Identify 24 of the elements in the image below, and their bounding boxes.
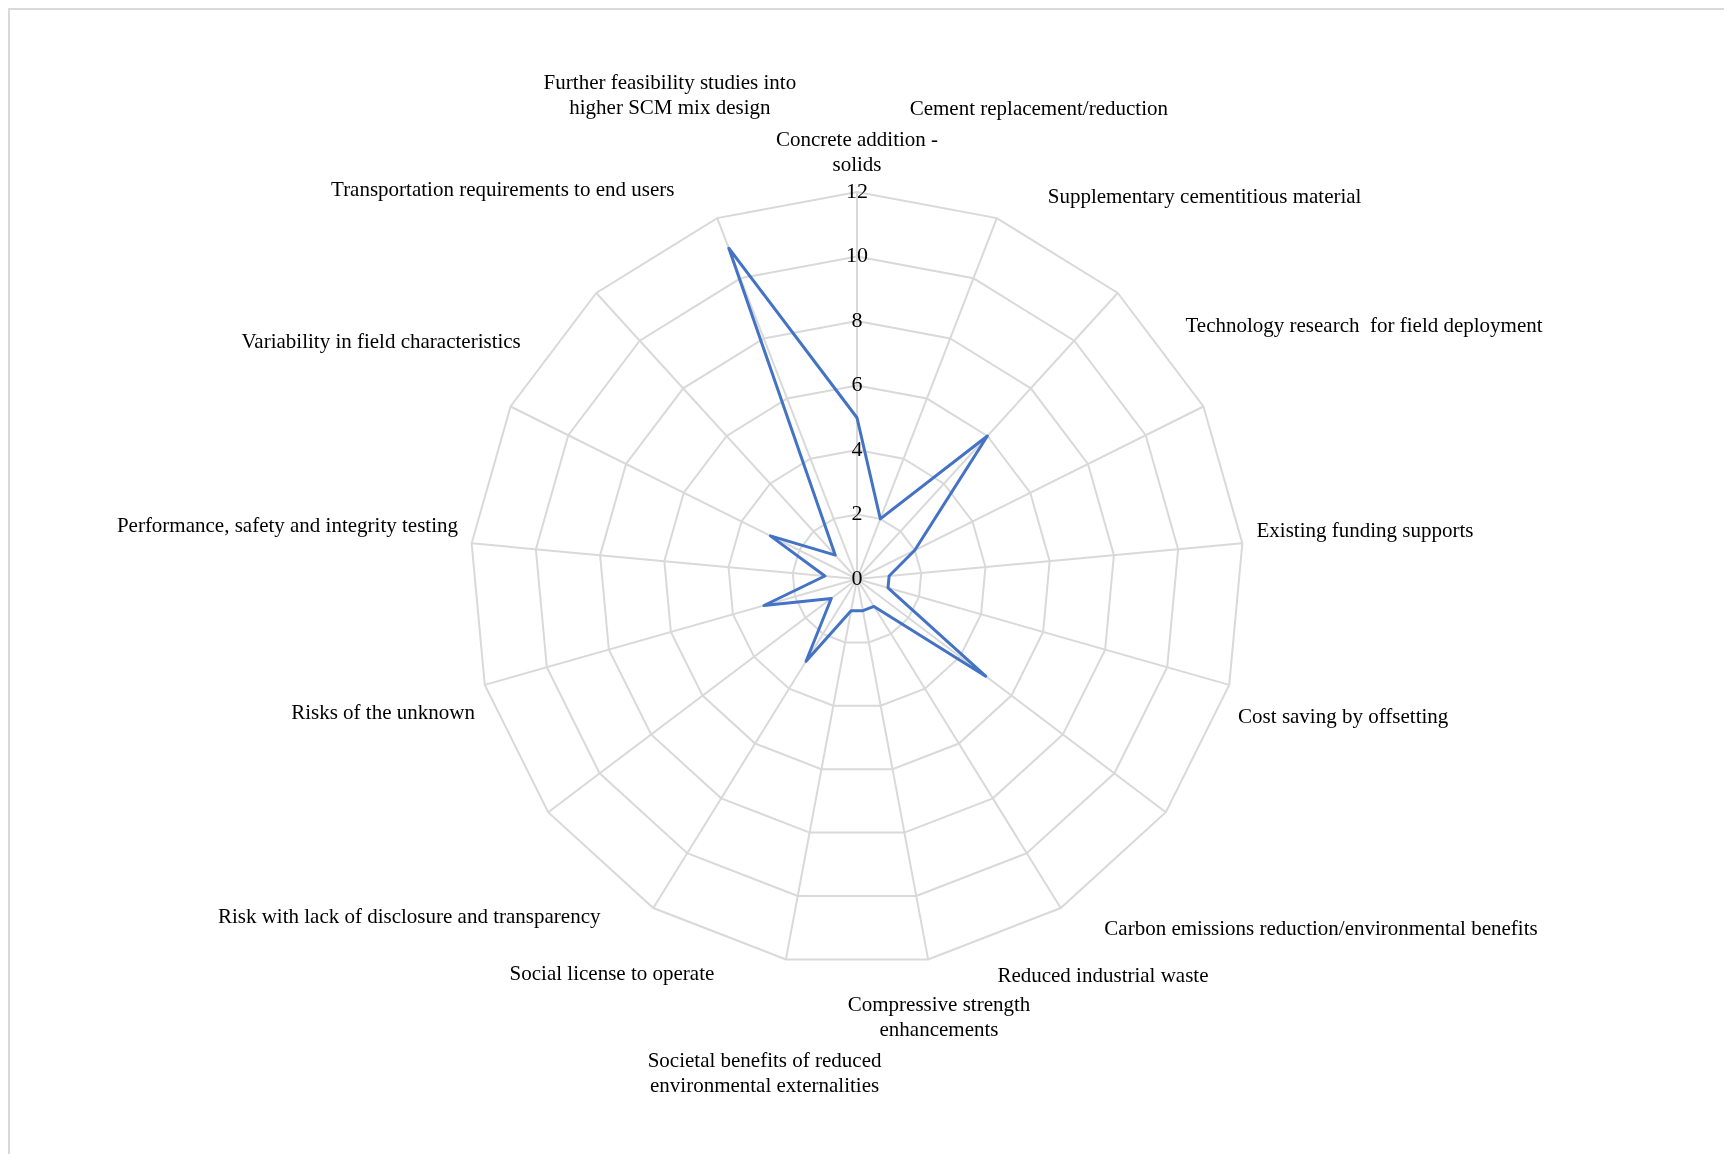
y-tick-label: 4 bbox=[851, 435, 863, 461]
spoke-label: Cost saving by offsetting bbox=[1238, 703, 1449, 728]
y-tick-label: 0 bbox=[851, 564, 863, 590]
spoke-label: Variability in field characteristics bbox=[241, 328, 521, 353]
spoke-label: Concrete addition - solids bbox=[775, 127, 939, 177]
spoke-label: Existing funding supports bbox=[1256, 518, 1474, 543]
spoke-label: Carbon emissions reduction/environmental benefits bbox=[1104, 915, 1538, 940]
spoke-label: Further feasibility studies into higher SCM mix design bbox=[543, 70, 797, 120]
spoke-label: Social license to operate bbox=[509, 961, 715, 986]
spoke-label: Reduced industrial waste bbox=[997, 962, 1209, 987]
spoke-label: Technology research for field deployment bbox=[1185, 313, 1543, 338]
spoke-label: Risks of the unknown bbox=[291, 700, 476, 725]
spoke-label: Societal benefits of reduced environmental externalities bbox=[647, 1047, 882, 1097]
spoke-label: Compressive strength enhancements bbox=[847, 991, 1031, 1041]
spoke-label: Risk with lack of disclosure and transparency bbox=[217, 903, 601, 928]
spoke-label: Performance, safety and integrity testing bbox=[116, 512, 459, 537]
y-tick-label: 2 bbox=[851, 500, 863, 526]
y-tick-label: 12 bbox=[846, 177, 868, 203]
y-tick-label: 6 bbox=[851, 371, 863, 397]
spoke-label: Supplementary cementitious material bbox=[1047, 184, 1362, 209]
spoke-label: Transportation requirements to end users bbox=[331, 176, 675, 201]
y-tick-label: 10 bbox=[846, 242, 868, 268]
spoke-label: Cement replacement/reduction bbox=[909, 96, 1169, 121]
y-tick-label: 8 bbox=[851, 306, 863, 332]
